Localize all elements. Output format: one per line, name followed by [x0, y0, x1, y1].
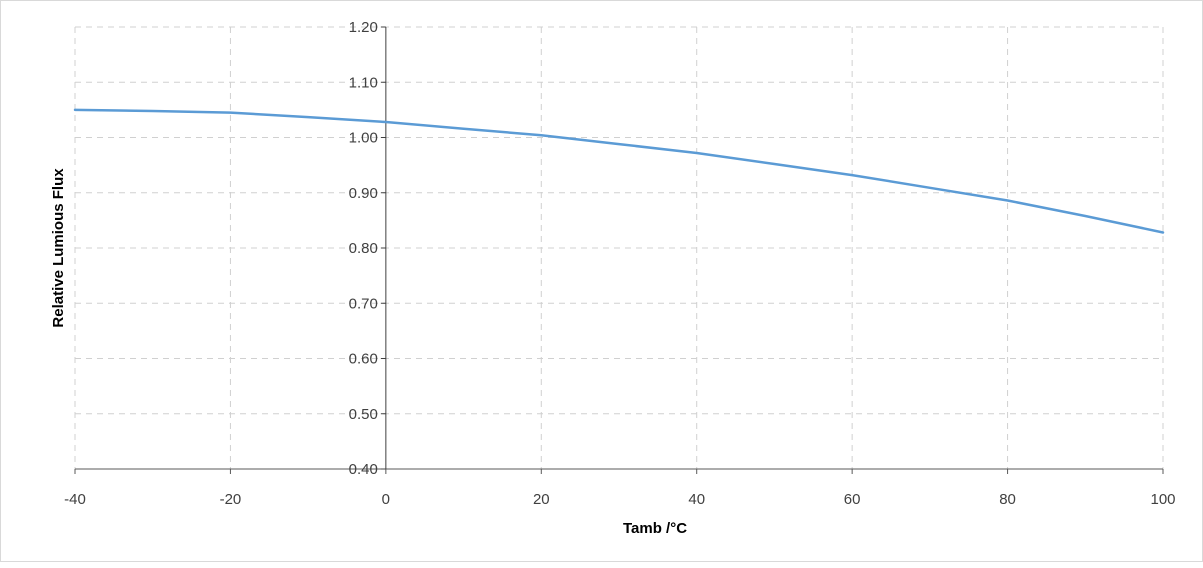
- x-tick-label: 40: [688, 491, 705, 508]
- y-tick-label: 1.00: [349, 130, 378, 147]
- y-axis-title: Relative Lumious Flux: [50, 168, 67, 328]
- y-tick-label: 1.10: [349, 74, 378, 91]
- y-tick-label: 0.60: [349, 351, 378, 368]
- x-tick-label: 0: [382, 491, 390, 508]
- y-tick-label: 1.20: [349, 19, 378, 36]
- y-tick-label: 0.40: [349, 461, 378, 478]
- x-tick-label: -40: [64, 491, 86, 508]
- x-tick-label: -20: [220, 491, 242, 508]
- x-axis-title: Tamb /°C: [623, 520, 687, 537]
- x-tick-label: 60: [844, 491, 861, 508]
- x-tick-label: 80: [999, 491, 1016, 508]
- y-tick-label: 0.80: [349, 240, 378, 257]
- x-tick-label: 100: [1150, 491, 1175, 508]
- grid-lines: [75, 27, 1163, 469]
- series-layer: [75, 110, 1163, 233]
- axes: [75, 27, 1163, 474]
- series-line: [75, 110, 1163, 233]
- x-tick-label: 20: [533, 491, 550, 508]
- y-tick-label: 0.50: [349, 406, 378, 423]
- y-tick-label: 0.90: [349, 185, 378, 202]
- y-tick-label: 0.70: [349, 295, 378, 312]
